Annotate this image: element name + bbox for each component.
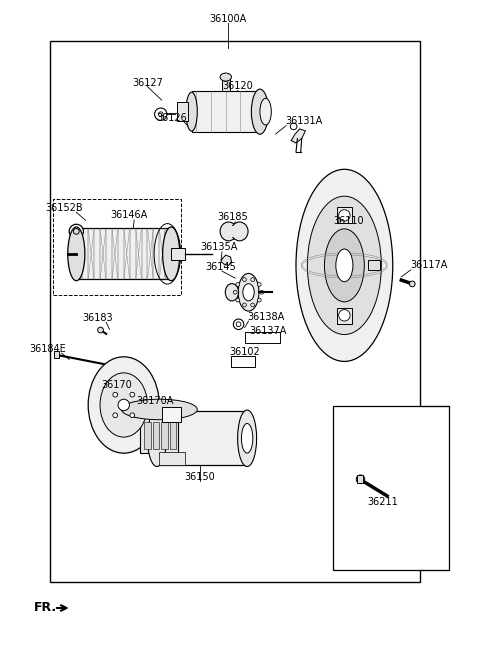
Ellipse shape	[307, 196, 382, 335]
Bar	[368, 260, 380, 271]
Ellipse shape	[113, 392, 118, 397]
Bar	[159, 452, 185, 465]
Text: 36100A: 36100A	[209, 14, 247, 24]
Ellipse shape	[130, 392, 135, 397]
Ellipse shape	[260, 290, 264, 294]
Text: 36152B: 36152B	[46, 203, 83, 213]
Bar	[245, 332, 280, 344]
Ellipse shape	[251, 303, 254, 307]
Bar	[157, 412, 247, 465]
Polygon shape	[291, 129, 305, 143]
Ellipse shape	[251, 278, 254, 282]
Bar	[50, 41, 420, 583]
Ellipse shape	[113, 413, 118, 418]
Text: 36145: 36145	[205, 262, 236, 271]
Ellipse shape	[242, 303, 246, 307]
Bar	[153, 422, 159, 448]
Text: FR.: FR.	[34, 601, 57, 614]
Bar	[337, 207, 352, 223]
Ellipse shape	[163, 227, 180, 281]
Bar	[337, 307, 352, 324]
Ellipse shape	[257, 282, 261, 286]
Ellipse shape	[238, 273, 259, 311]
Ellipse shape	[121, 399, 197, 420]
Text: 36131A: 36131A	[285, 116, 323, 126]
Bar	[76, 228, 171, 280]
Bar	[171, 248, 185, 260]
Bar	[162, 408, 180, 422]
Bar	[161, 422, 168, 448]
Ellipse shape	[231, 222, 248, 241]
Text: 36137A: 36137A	[250, 326, 287, 336]
Ellipse shape	[233, 319, 244, 329]
Text: 36138A: 36138A	[247, 311, 284, 322]
Ellipse shape	[252, 89, 268, 134]
Bar	[144, 422, 151, 448]
Ellipse shape	[147, 410, 167, 466]
Text: 36126: 36126	[156, 113, 187, 123]
Text: 36170: 36170	[101, 380, 132, 390]
Ellipse shape	[220, 222, 237, 241]
Text: 36110: 36110	[334, 216, 364, 225]
Ellipse shape	[238, 410, 257, 466]
Text: 36127: 36127	[132, 78, 163, 88]
Bar	[228, 226, 240, 236]
Text: 36146A: 36146A	[110, 211, 147, 220]
Text: 36170A: 36170A	[136, 396, 173, 406]
Ellipse shape	[243, 284, 254, 301]
Ellipse shape	[220, 73, 231, 81]
Bar	[140, 410, 179, 453]
Ellipse shape	[324, 229, 364, 302]
Ellipse shape	[233, 290, 237, 294]
Ellipse shape	[100, 373, 147, 437]
Text: 36183: 36183	[83, 313, 113, 323]
Ellipse shape	[356, 475, 365, 484]
Ellipse shape	[68, 227, 85, 281]
Ellipse shape	[88, 357, 159, 453]
Ellipse shape	[257, 298, 261, 302]
Bar	[170, 422, 177, 448]
Ellipse shape	[118, 399, 130, 411]
Ellipse shape	[186, 92, 197, 131]
Ellipse shape	[225, 284, 239, 301]
Ellipse shape	[236, 282, 240, 286]
Ellipse shape	[339, 309, 350, 321]
Text: 36150: 36150	[184, 472, 215, 482]
Text: 36102: 36102	[229, 347, 260, 357]
Ellipse shape	[69, 224, 84, 238]
Bar	[333, 406, 449, 570]
Text: 36135A: 36135A	[200, 242, 237, 253]
Ellipse shape	[236, 322, 241, 327]
Bar	[357, 475, 363, 483]
Ellipse shape	[73, 229, 79, 234]
Text: 36117A: 36117A	[411, 260, 448, 271]
Text: 36211: 36211	[367, 497, 398, 507]
Ellipse shape	[260, 98, 271, 125]
Ellipse shape	[158, 112, 163, 116]
Bar	[192, 91, 260, 132]
Ellipse shape	[242, 278, 246, 282]
Ellipse shape	[241, 424, 253, 453]
Ellipse shape	[336, 249, 353, 282]
Ellipse shape	[236, 298, 240, 302]
Ellipse shape	[130, 413, 135, 418]
Ellipse shape	[409, 281, 415, 287]
Ellipse shape	[97, 327, 103, 333]
Bar	[54, 351, 59, 359]
Ellipse shape	[339, 210, 350, 221]
Bar	[231, 357, 255, 366]
Bar	[222, 77, 229, 91]
Text: 36120: 36120	[222, 81, 253, 91]
Text: 36184E: 36184E	[29, 344, 66, 353]
Ellipse shape	[296, 169, 393, 361]
Polygon shape	[221, 255, 231, 266]
Bar	[178, 103, 188, 121]
Ellipse shape	[155, 108, 167, 120]
Text: 36185: 36185	[217, 213, 248, 222]
